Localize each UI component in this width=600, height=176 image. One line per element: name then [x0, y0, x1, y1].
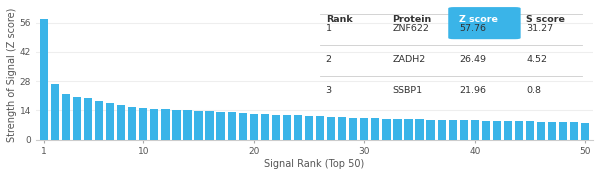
- Bar: [415, 119, 424, 140]
- Text: SSBP1: SSBP1: [392, 86, 422, 95]
- Text: 57.76: 57.76: [460, 24, 487, 33]
- Bar: [294, 115, 302, 140]
- Bar: [161, 109, 170, 140]
- FancyBboxPatch shape: [448, 7, 521, 39]
- Bar: [515, 121, 523, 140]
- Text: 21.96: 21.96: [460, 86, 487, 95]
- Bar: [260, 114, 269, 140]
- Bar: [194, 111, 203, 140]
- Text: ZNF622: ZNF622: [392, 24, 430, 33]
- Bar: [470, 120, 479, 140]
- Bar: [217, 112, 225, 140]
- Bar: [73, 97, 81, 140]
- Bar: [40, 19, 48, 140]
- Text: 2: 2: [326, 55, 332, 64]
- Bar: [250, 114, 258, 140]
- Text: Z score: Z score: [460, 15, 498, 24]
- Bar: [493, 121, 501, 140]
- Bar: [106, 103, 114, 140]
- Text: 4.52: 4.52: [526, 55, 547, 64]
- Bar: [139, 108, 148, 140]
- Bar: [559, 122, 568, 140]
- Bar: [570, 122, 578, 140]
- Bar: [581, 122, 589, 140]
- Bar: [272, 115, 280, 140]
- Bar: [316, 116, 324, 140]
- Bar: [394, 119, 401, 140]
- Bar: [371, 118, 379, 140]
- Bar: [437, 120, 446, 140]
- Bar: [95, 101, 103, 140]
- Bar: [482, 121, 490, 140]
- Bar: [84, 98, 92, 140]
- Bar: [283, 115, 291, 140]
- Bar: [205, 111, 214, 140]
- Bar: [526, 121, 534, 140]
- X-axis label: Signal Rank (Top 50): Signal Rank (Top 50): [265, 159, 365, 169]
- Bar: [349, 118, 358, 140]
- Bar: [128, 107, 136, 140]
- Bar: [117, 105, 125, 140]
- Bar: [338, 117, 346, 140]
- Bar: [51, 84, 59, 140]
- Text: 3: 3: [326, 86, 332, 95]
- Text: ZADH2: ZADH2: [392, 55, 426, 64]
- Text: 31.27: 31.27: [526, 24, 553, 33]
- Y-axis label: Strength of Signal (Z score): Strength of Signal (Z score): [7, 8, 17, 142]
- Bar: [239, 113, 247, 140]
- Bar: [460, 120, 468, 140]
- Bar: [537, 122, 545, 140]
- Text: Protein: Protein: [392, 15, 432, 24]
- Bar: [382, 119, 391, 140]
- Bar: [227, 112, 236, 140]
- Bar: [172, 110, 181, 140]
- Bar: [150, 109, 158, 140]
- Bar: [548, 122, 556, 140]
- Bar: [427, 120, 435, 140]
- Bar: [404, 119, 413, 140]
- Bar: [360, 118, 368, 140]
- Text: 26.49: 26.49: [460, 55, 487, 64]
- Bar: [504, 121, 512, 140]
- Text: S score: S score: [526, 15, 565, 24]
- Text: 0.8: 0.8: [526, 86, 541, 95]
- Text: 1: 1: [326, 24, 332, 33]
- Text: Rank: Rank: [326, 15, 352, 24]
- Bar: [305, 116, 313, 140]
- Bar: [449, 120, 457, 140]
- Bar: [184, 110, 191, 140]
- Bar: [327, 117, 335, 140]
- Bar: [62, 94, 70, 140]
